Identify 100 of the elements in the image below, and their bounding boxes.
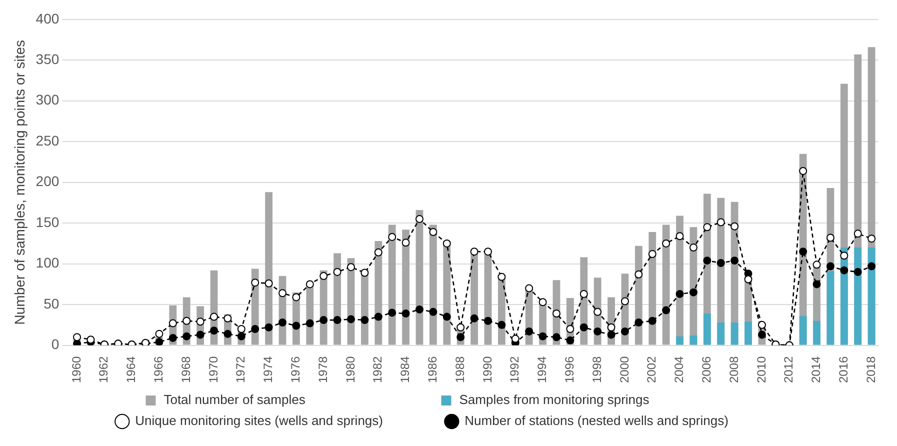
point bbox=[346, 315, 355, 324]
point bbox=[620, 327, 629, 336]
x-tick-label: 1984 bbox=[398, 356, 412, 384]
legend-label: Samples from monitoring springs bbox=[459, 392, 747, 408]
point bbox=[306, 319, 314, 328]
x-tick-label: 1978 bbox=[316, 356, 330, 384]
point bbox=[676, 232, 684, 240]
x-tick-label: 2004 bbox=[672, 356, 686, 384]
y-tick-label: 150 bbox=[36, 214, 60, 230]
point bbox=[812, 260, 821, 269]
point bbox=[716, 218, 725, 226]
point bbox=[415, 215, 424, 224]
point bbox=[730, 222, 739, 230]
y-tick-label: 50 bbox=[44, 295, 60, 312]
point bbox=[292, 293, 300, 302]
point bbox=[511, 334, 520, 343]
bar bbox=[744, 322, 752, 345]
point bbox=[799, 166, 808, 175]
legend-label: Total number of samples bbox=[164, 392, 432, 408]
point bbox=[525, 327, 534, 336]
x-tick-label: 1980 bbox=[343, 356, 358, 384]
point bbox=[182, 316, 191, 325]
point bbox=[703, 256, 712, 265]
point bbox=[648, 316, 656, 325]
legend-label: Unique monitoring sites (wells and springs) bbox=[135, 413, 438, 428]
point bbox=[155, 330, 164, 338]
bar bbox=[703, 314, 711, 345]
y-tick-label: 0 bbox=[51, 336, 60, 352]
point bbox=[662, 239, 670, 248]
x-tick-label: 1990 bbox=[480, 356, 494, 384]
point bbox=[826, 262, 834, 270]
point bbox=[716, 259, 725, 268]
x-tick-label: 1964 bbox=[124, 356, 138, 384]
point bbox=[402, 310, 410, 318]
point bbox=[415, 305, 424, 314]
point bbox=[730, 256, 739, 265]
y-axis-title: Number of samples, monitoring points or sites bbox=[11, 40, 28, 325]
x-tick-label: 1960 bbox=[69, 356, 84, 384]
point bbox=[607, 330, 616, 339]
point bbox=[854, 230, 862, 238]
y-tick-label: 300 bbox=[36, 92, 60, 108]
point bbox=[498, 320, 506, 329]
point bbox=[251, 325, 260, 334]
point bbox=[388, 232, 396, 241]
x-tick-label: 1966 bbox=[152, 356, 166, 384]
point bbox=[168, 319, 177, 328]
point bbox=[388, 308, 396, 317]
point bbox=[538, 298, 547, 306]
point bbox=[210, 312, 218, 321]
point bbox=[840, 252, 848, 260]
point bbox=[634, 270, 643, 278]
point bbox=[264, 279, 273, 288]
x-tick-label: 2010 bbox=[754, 356, 768, 384]
point bbox=[525, 284, 534, 292]
y-tick-label: 250 bbox=[36, 132, 60, 148]
point bbox=[498, 272, 506, 281]
point bbox=[224, 330, 232, 338]
point bbox=[374, 312, 382, 321]
legend-label: Number of stations (nested wells and springs) bbox=[464, 413, 776, 428]
x-tick-label: 2008 bbox=[726, 356, 741, 384]
point bbox=[826, 234, 834, 242]
point bbox=[237, 325, 246, 334]
point bbox=[566, 325, 574, 334]
point bbox=[320, 316, 328, 324]
point bbox=[689, 244, 698, 252]
point bbox=[251, 278, 260, 287]
point bbox=[442, 239, 451, 248]
point bbox=[456, 333, 465, 342]
point bbox=[224, 314, 232, 322]
point bbox=[566, 336, 574, 344]
point bbox=[812, 280, 821, 288]
bar bbox=[799, 316, 807, 345]
y-tick-label: 200 bbox=[36, 173, 60, 190]
x-tick-label: 1962 bbox=[96, 356, 111, 384]
point bbox=[278, 289, 286, 298]
point bbox=[442, 312, 451, 321]
point bbox=[429, 228, 438, 236]
x-tick-label: 2000 bbox=[617, 356, 632, 384]
x-tick-label: 1994 bbox=[535, 356, 550, 384]
point bbox=[758, 330, 766, 339]
point bbox=[86, 336, 95, 344]
point bbox=[648, 250, 656, 258]
bar bbox=[717, 322, 725, 345]
bar bbox=[690, 336, 698, 345]
point bbox=[552, 310, 560, 318]
bar bbox=[826, 271, 834, 345]
bar bbox=[854, 248, 862, 345]
bar bbox=[265, 192, 272, 345]
x-tick-label: 2014 bbox=[809, 356, 824, 384]
point bbox=[580, 290, 588, 298]
point bbox=[538, 332, 547, 340]
point bbox=[73, 333, 82, 342]
point bbox=[594, 327, 602, 336]
point bbox=[333, 268, 342, 276]
point bbox=[620, 297, 629, 306]
point bbox=[552, 333, 560, 342]
x-tick-label: 2006 bbox=[699, 356, 714, 384]
point bbox=[237, 332, 246, 340]
point bbox=[306, 280, 314, 288]
point bbox=[854, 268, 862, 276]
